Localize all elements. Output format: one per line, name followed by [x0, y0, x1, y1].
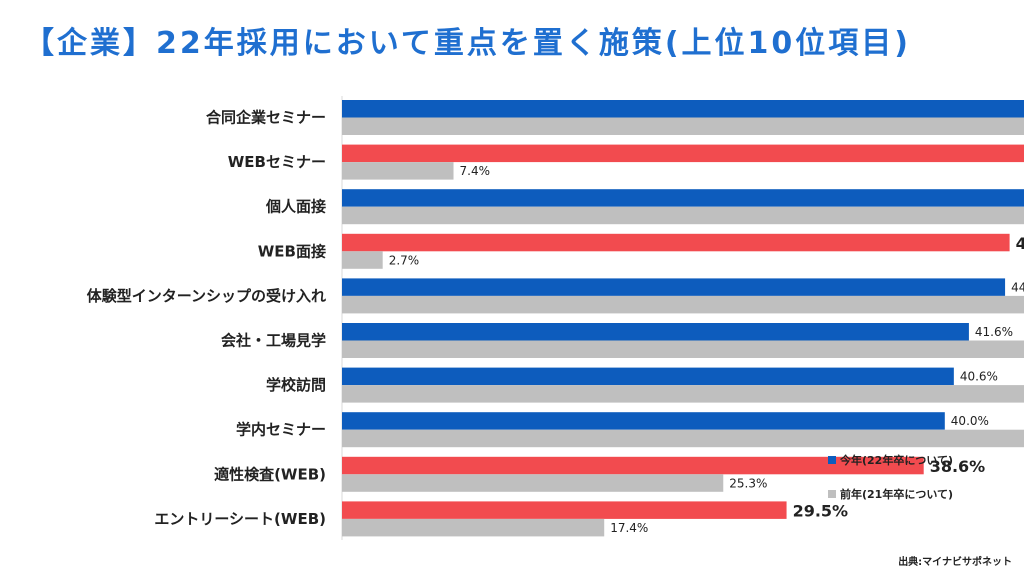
bar-previous [342, 162, 454, 180]
category-label: 学内セミナー [236, 421, 326, 439]
bar-previous [342, 295, 1024, 314]
bar-current [342, 456, 924, 475]
legend: 今年(22年卒について) 前年(21年卒について) [828, 452, 953, 520]
bar-previous [342, 251, 383, 269]
value-label-previous: 2.7% [389, 253, 420, 267]
bar-current [342, 278, 1006, 296]
bar-current [342, 144, 1024, 163]
category-label: WEBセミナー [228, 153, 326, 171]
category-label: WEB面接 [258, 242, 326, 260]
legend-label-current: 今年(22年卒について) [840, 454, 954, 467]
value-label-current: 41.6% [975, 325, 1013, 339]
legend-swatch-current [828, 456, 836, 464]
category-label: 適性検査(WEB) [214, 465, 326, 483]
bar-previous [342, 206, 1024, 225]
page-title: 【企業】22年採用において重点を置く施策(上位10位項目) [24, 26, 912, 61]
value-label-previous: 17.4% [610, 521, 648, 535]
bar-current [342, 501, 787, 519]
bar-previous [342, 474, 724, 492]
value-label-current: 44.3% [1016, 234, 1024, 253]
bar-current [342, 367, 954, 386]
bar-previous [342, 429, 1024, 448]
category-label: 体験型インターンシップの受け入れ [87, 287, 326, 305]
category-label: 合同企業セミナー [205, 109, 326, 127]
bar-current [342, 189, 1024, 207]
category-label: 個人面接 [265, 198, 326, 216]
source-note: 出典:マイナビサポネット [898, 557, 1012, 568]
bar-current [342, 323, 969, 341]
value-label-current: 38.6% [930, 457, 986, 476]
value-label-previous: 7.4% [460, 164, 491, 178]
value-label-current: 40.0% [951, 414, 989, 428]
bar-previous [342, 340, 1024, 358]
bar-previous [342, 385, 1024, 403]
value-label-current: 44.0% [1011, 280, 1024, 294]
value-label-current: 40.6% [960, 370, 998, 384]
bar-previous [342, 518, 605, 537]
value-label-current: 29.5% [793, 501, 849, 520]
category-label: エントリーシート(WEB) [154, 510, 326, 528]
bar-previous [342, 117, 1024, 135]
category-label: 会社・工場見学 [221, 332, 326, 350]
bar-current [342, 233, 1010, 252]
bar-current [342, 412, 945, 430]
legend-item-previous: 前年(21年卒について) [828, 486, 953, 502]
legend-swatch-previous [828, 490, 836, 498]
value-label-previous: 25.3% [729, 476, 767, 490]
legend-label-previous: 前年(21年卒について) [840, 488, 954, 501]
category-label: 学校訪問 [266, 376, 326, 394]
bar-current [342, 100, 1024, 118]
legend-item-current: 今年(22年卒について) [828, 452, 953, 468]
